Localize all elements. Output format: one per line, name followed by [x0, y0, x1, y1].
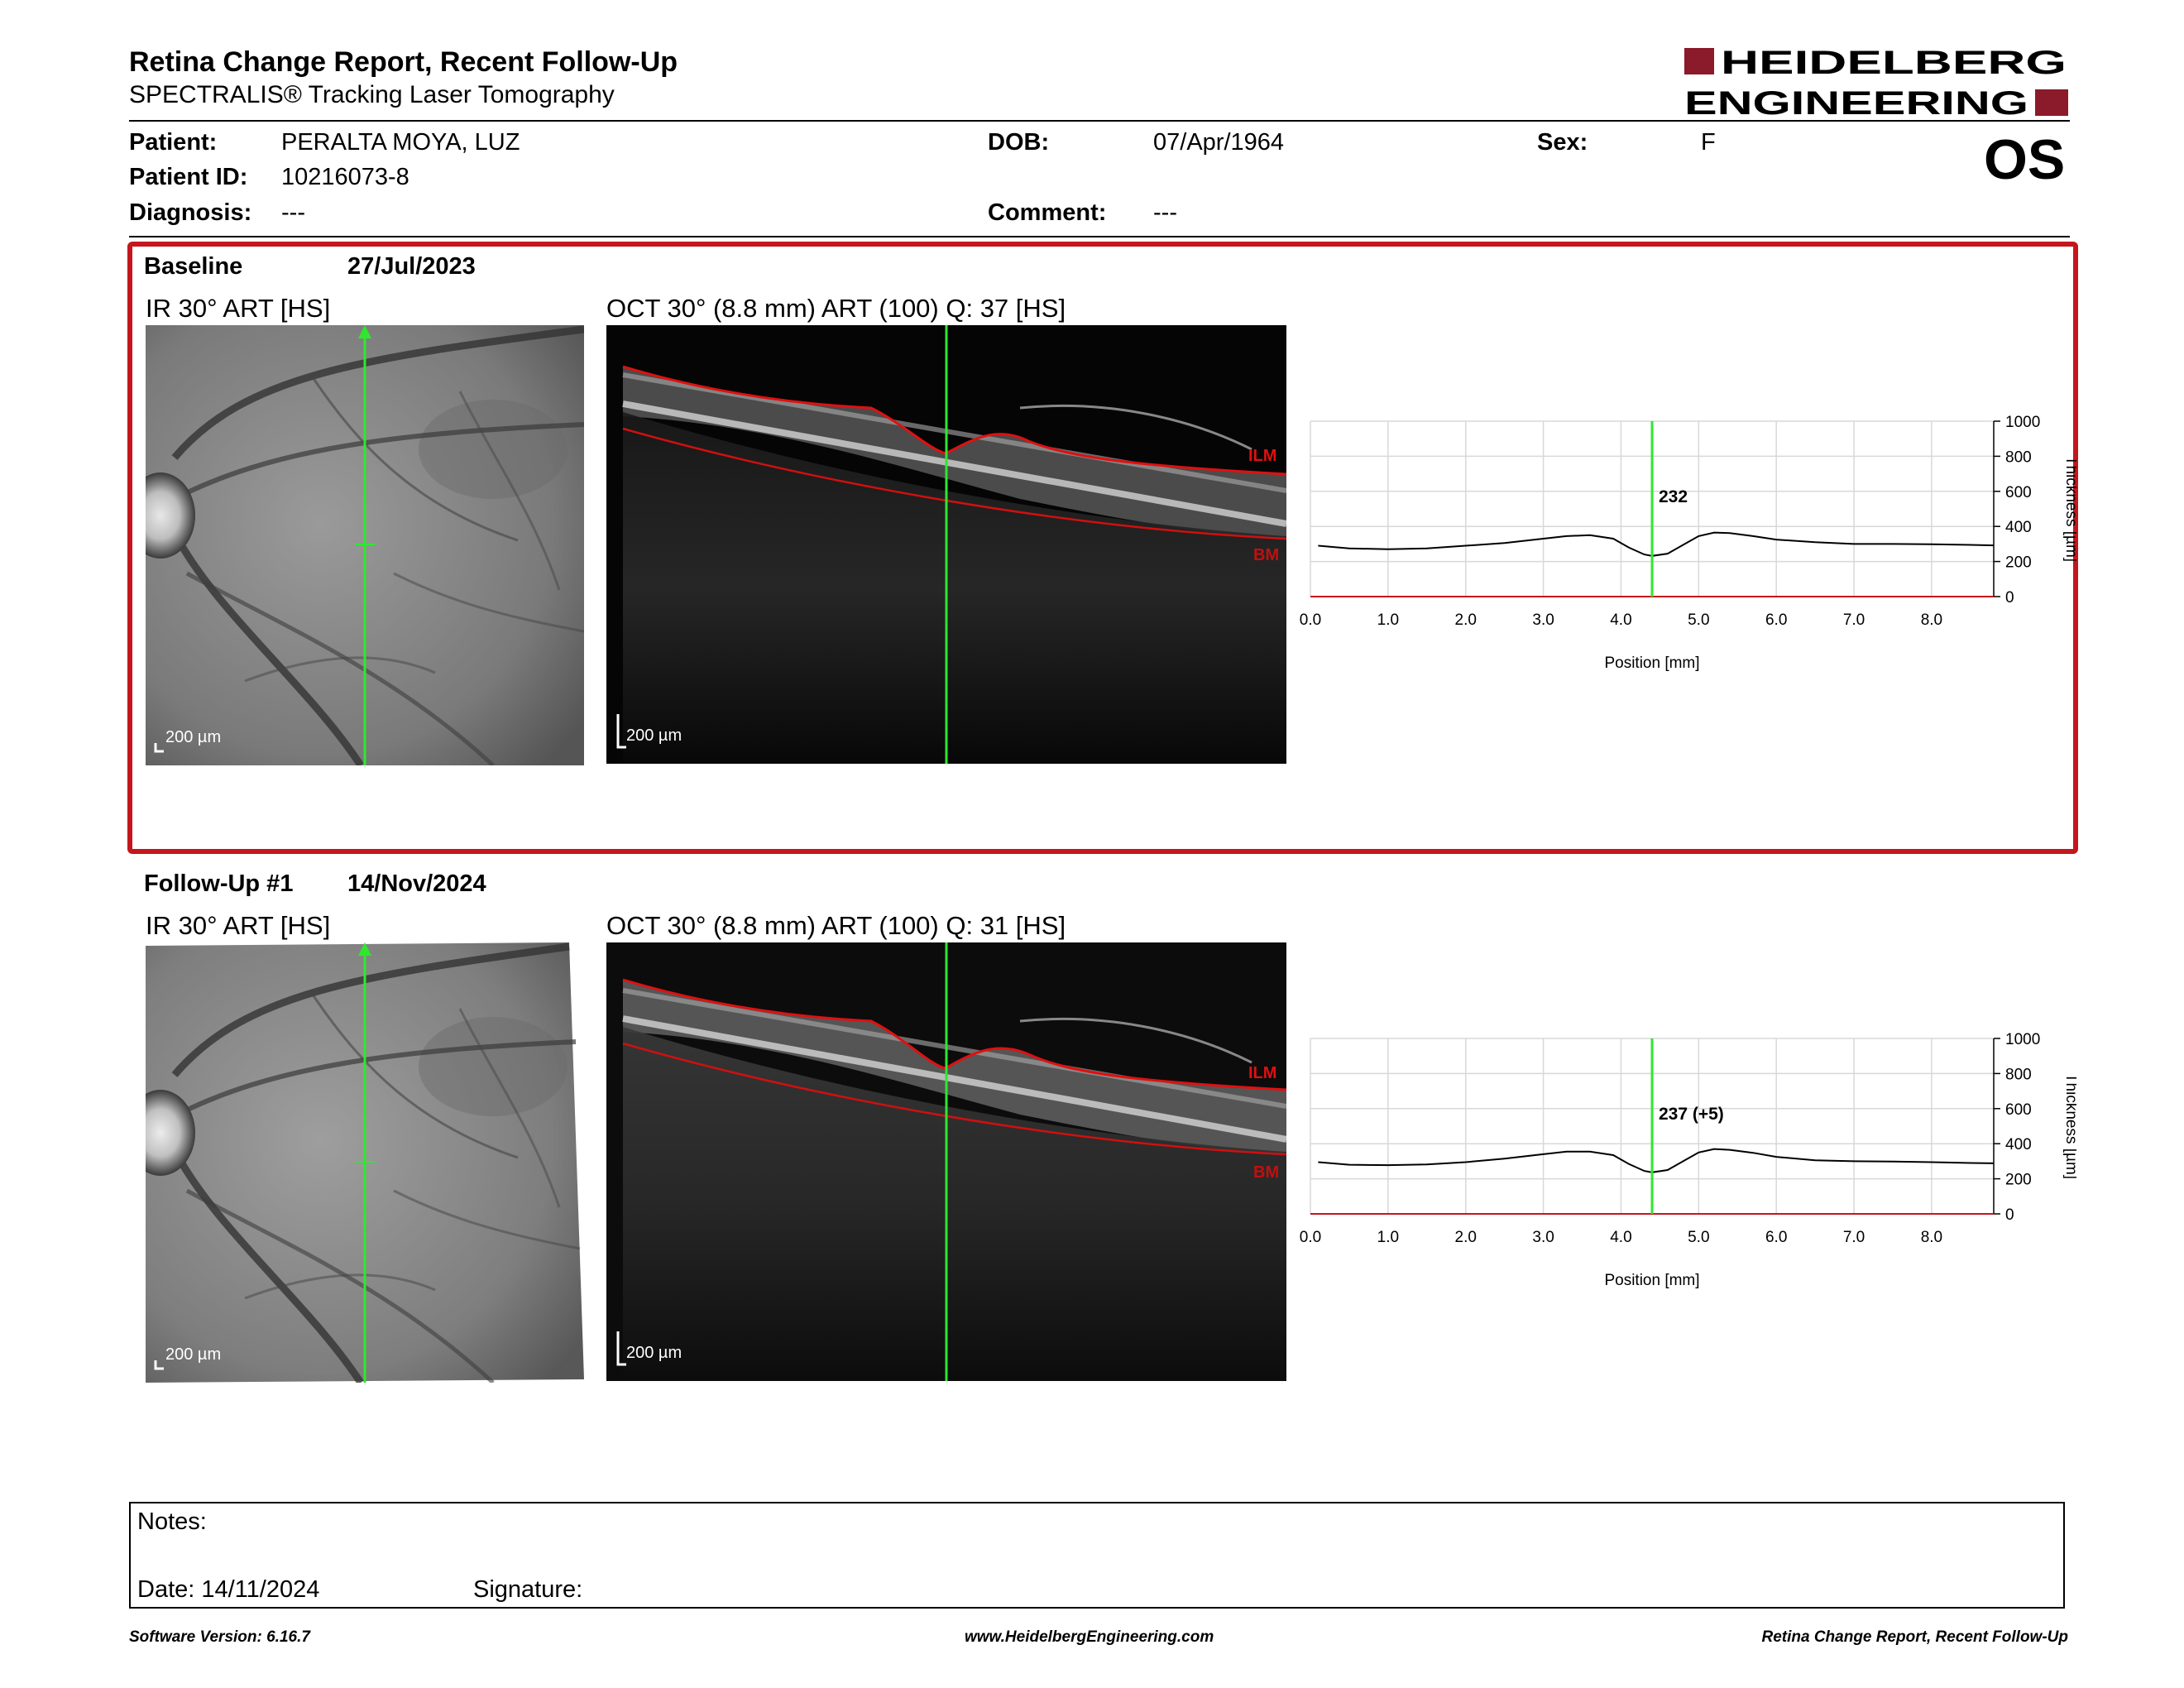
- chart-y-axis-label: Thickness [µm]: [2062, 1073, 2076, 1179]
- chart-thickness-line: [1318, 1148, 1995, 1173]
- chart-thickness-line: [1318, 531, 1995, 557]
- patient-id: 10216073-8: [281, 164, 410, 190]
- chart-x-axis-label: Position [mm]: [1604, 655, 1699, 672]
- chart-x-tick-label: 7.0: [1843, 1229, 1865, 1246]
- footer-software-version: Software Version: 6.16.7: [129, 1628, 310, 1646]
- diagnosis-value: ---: [281, 199, 305, 226]
- followup-ilm-label: ILM: [1248, 1064, 1277, 1082]
- followup-oct-image: ILM BM 200 µm: [606, 942, 1286, 1381]
- comment-label: Comment:: [988, 199, 1107, 226]
- chart-x-axis-label: Position [mm]: [1604, 1272, 1699, 1289]
- chart-marker-value: 237 (+5): [1659, 1105, 1724, 1124]
- chart-x-tick-label: 7.0: [1843, 611, 1865, 629]
- signature-label: Signature:: [473, 1576, 583, 1603]
- chart-y-tick-label: 800: [2005, 448, 2032, 466]
- logo-line-1: HEIDELBERG: [1721, 45, 2067, 81]
- notes-label: Notes:: [137, 1508, 207, 1535]
- chart-x-tick-label: 1.0: [1377, 1229, 1399, 1246]
- chart-x-tick-label: 6.0: [1765, 1229, 1787, 1246]
- chart-x-tick-label: 1.0: [1377, 611, 1399, 629]
- notes-box: Notes: Date: 14/11/2024 Signature:: [129, 1502, 2065, 1609]
- chart-x-tick-label: 4.0: [1610, 1229, 1631, 1246]
- footer-website: www.HeidelbergEngineering.com: [965, 1628, 1214, 1646]
- baseline-ir-caption: IR 30° ART [HS]: [146, 294, 331, 323]
- chart-x-tick-label: 3.0: [1532, 1229, 1554, 1246]
- notes-date: Date: 14/11/2024: [137, 1576, 320, 1603]
- followup-oct-scale: 200 µm: [626, 1344, 682, 1362]
- followup-title: Follow-Up #1: [144, 870, 294, 897]
- chart-x-tick-label: 6.0: [1765, 611, 1787, 629]
- chart-x-tick-label: 0.0: [1300, 1229, 1321, 1246]
- chart-x-tick-label: 5.0: [1688, 1229, 1709, 1246]
- chart-x-tick-label: 3.0: [1532, 611, 1554, 629]
- chart-x-tick-label: 0.0: [1300, 611, 1321, 629]
- baseline-oct-scale: 200 µm: [626, 727, 682, 745]
- baseline-ilm-label: ILM: [1248, 447, 1277, 465]
- chart-y-tick-label: 200: [2005, 1172, 2032, 1189]
- logo-line-2: ENGINEERING: [1684, 85, 2028, 119]
- chart-y-tick-label: 1000: [2005, 414, 2040, 431]
- chart-y-tick-label: 200: [2005, 554, 2032, 572]
- diagnosis-label: Diagnosis:: [129, 199, 252, 226]
- dob-label: DOB:: [988, 129, 1050, 156]
- chart-y-axis-label: Thickness [µm]: [2062, 456, 2076, 562]
- chart-x-tick-label: 2.0: [1455, 611, 1477, 629]
- dob-value: 07/Apr/1964: [1153, 129, 1285, 156]
- followup-ir-scale: 200 µm: [165, 1345, 222, 1364]
- baseline-title: Baseline: [144, 253, 243, 280]
- chart-x-tick-label: 8.0: [1921, 611, 1942, 629]
- chart-y-tick-label: 600: [2005, 484, 2032, 501]
- sex-value: F: [1701, 129, 1716, 156]
- chart-x-tick-label: 8.0: [1921, 1229, 1942, 1246]
- chart-y-tick-label: 0: [2005, 1206, 2014, 1224]
- chart-x-tick-label: 4.0: [1610, 611, 1631, 629]
- heidelberg-logo: HEIDELBERG ENGINEERING: [1684, 45, 2068, 119]
- chart-y-tick-label: 400: [2005, 519, 2032, 536]
- sex-label: Sex:: [1537, 129, 1588, 156]
- chart-y-tick-label: 0: [2005, 589, 2014, 607]
- chart-y-tick-label: 1000: [2005, 1031, 2040, 1048]
- followup-thickness-chart: 0.0 1.0 2.0 3.0 4.0 5.0 6.0 7.0 8.0 0 200 400 600 800…: [1300, 1031, 2076, 1289]
- eye-indicator: OS: [1984, 128, 2066, 191]
- chart-y-tick-label: 600: [2005, 1101, 2032, 1119]
- patient-label: Patient:: [129, 129, 218, 156]
- chart-y-tick-label: 800: [2005, 1066, 2032, 1083]
- followup-ir-caption: IR 30° ART [HS]: [146, 911, 331, 940]
- baseline-fundus-image: 200 µm: [146, 325, 584, 765]
- baseline-bm-label: BM: [1253, 546, 1280, 564]
- baseline-oct-image: ILM BM 200 µm: [606, 325, 1286, 764]
- report-title: Retina Change Report, Recent Follow-Up: [129, 46, 678, 78]
- baseline-oct-caption: OCT 30° (8.8 mm) ART (100) Q: 37 [HS]: [606, 294, 1066, 323]
- patient-divider: [129, 236, 2070, 237]
- comment-value: ---: [1153, 199, 1177, 226]
- patient-name: PERALTA MOYA, LUZ: [281, 129, 520, 156]
- baseline-ir-scale: 200 µm: [165, 728, 222, 746]
- baseline-date: 27/Jul/2023: [347, 253, 476, 280]
- patient-id-label: Patient ID:: [129, 164, 248, 190]
- report-subtitle: SPECTRALIS® Tracking Laser Tomography: [129, 81, 615, 108]
- baseline-section: [127, 242, 2078, 854]
- chart-y-tick-label: 400: [2005, 1136, 2032, 1153]
- chart-x-tick-label: 5.0: [1688, 611, 1709, 629]
- baseline-thickness-chart: 0.0 1.0 2.0 3.0 4.0 5.0 6.0 7.0 8.0 0 200 400 600 800…: [1300, 414, 2076, 672]
- header-divider: [129, 120, 2070, 122]
- followup-fundus-image: 200 µm: [146, 942, 584, 1383]
- followup-bm-label: BM: [1253, 1163, 1280, 1182]
- followup-oct-caption: OCT 30° (8.8 mm) ART (100) Q: 31 [HS]: [606, 911, 1066, 940]
- footer-report-name: Retina Change Report, Recent Follow-Up: [1761, 1628, 2068, 1646]
- chart-x-tick-label: 2.0: [1455, 1229, 1477, 1246]
- followup-date: 14/Nov/2024: [347, 870, 486, 897]
- chart-marker-value: 232: [1659, 487, 1688, 506]
